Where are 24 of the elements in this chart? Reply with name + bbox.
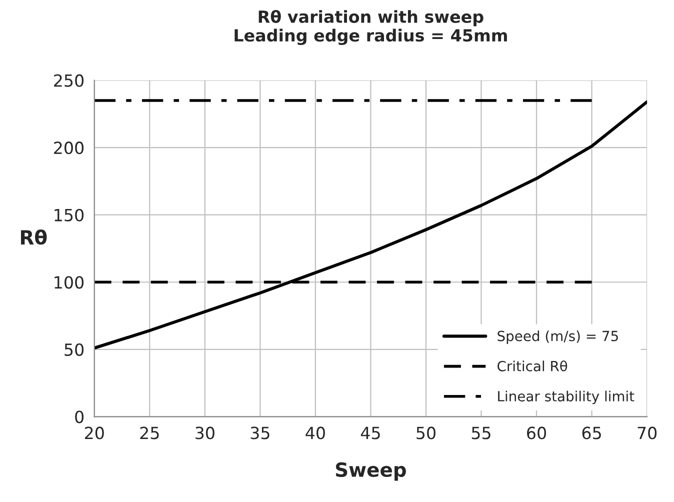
x-tick-label: 55 [472,426,490,440]
x-tick-label: 40 [306,426,325,440]
x-axis-title: Sweep [336,462,406,481]
legend-label: Speed (m/s) = 75 [498,330,618,344]
y-tick-label: 250 [54,74,84,87]
legend-label: Linear stability limit [498,390,634,404]
x-tick-label: 50 [416,426,436,440]
y-tick-label: 50 [64,343,84,356]
y-tick-label: 100 [54,276,84,289]
y-tick-label: 200 [54,142,84,154]
y-tick-label: 0 [75,410,84,424]
x-tick-label: 70 [638,426,657,440]
x-tick-label: 30 [196,426,214,440]
x-tick-label: 65 [582,426,601,440]
y-axis-title: Rθ [21,230,47,245]
x-tick-label: 25 [140,426,159,440]
line-series [94,100,648,350]
y-tick-label: 150 [54,208,84,222]
x-tick-label: 45 [360,426,380,440]
x-tick-label: 20 [84,426,104,440]
x-tick-label: 60 [527,426,546,440]
legend-label: Critical Rθ [498,360,568,372]
x-tick-label: 35 [250,426,270,440]
chart-title: Rθ variation with sweep Leading edge radius = 45mm [234,10,507,46]
